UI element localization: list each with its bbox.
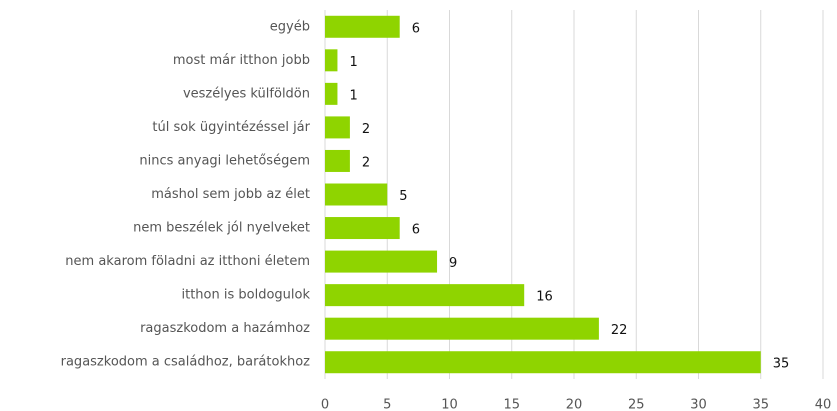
bar <box>325 217 400 240</box>
y-tick-label: nem beszélek jól nyelveket <box>133 221 310 236</box>
data-label: 9 <box>449 256 457 271</box>
y-tick-label: nem akarom föladni az itthoni életem <box>65 254 310 269</box>
bar <box>325 82 338 105</box>
data-label: 35 <box>773 357 790 372</box>
bar <box>325 49 338 72</box>
x-tick-label: 10 <box>441 398 458 411</box>
y-tick-label: ragaszkodom a családhoz, barátokhoz <box>61 355 311 370</box>
bar <box>325 149 350 172</box>
x-tick-label: 40 <box>815 398 832 411</box>
data-label: 2 <box>362 122 370 137</box>
x-tick-label: 0 <box>321 398 329 411</box>
bar <box>325 116 350 139</box>
x-tick-label: 15 <box>503 398 520 411</box>
data-label: 22 <box>611 323 628 338</box>
y-tick-label: máshol sem jobb az élet <box>151 187 310 202</box>
bar <box>325 351 761 374</box>
bar <box>325 15 400 38</box>
bar <box>325 284 525 307</box>
y-tick-label: egyéb <box>270 19 310 34</box>
x-tick-label: 20 <box>566 398 583 411</box>
data-label: 1 <box>349 88 357 103</box>
y-tick-label: itthon is boldogulok <box>182 288 311 303</box>
x-tick-label: 35 <box>752 398 769 411</box>
y-tick-label: most már itthon jobb <box>173 53 310 68</box>
data-label: 1 <box>349 55 357 70</box>
y-tick-label: veszélyes külföldön <box>183 86 310 101</box>
y-tick-label: túl sok ügyintézéssel jár <box>152 120 310 135</box>
data-label: 2 <box>362 155 370 170</box>
bar <box>325 317 599 340</box>
data-label: 6 <box>412 223 420 238</box>
data-label: 16 <box>536 290 553 305</box>
data-label: 5 <box>399 189 407 204</box>
bar <box>325 183 388 206</box>
x-tick-label: 30 <box>690 398 707 411</box>
data-label: 6 <box>412 21 420 36</box>
x-tick-label: 25 <box>628 398 645 411</box>
bar <box>325 250 438 273</box>
x-tick-label: 5 <box>383 398 391 411</box>
y-tick-label: ragaszkodom a hazámhoz <box>140 321 310 336</box>
y-tick-label: nincs anyagi lehetőségem <box>139 153 310 168</box>
